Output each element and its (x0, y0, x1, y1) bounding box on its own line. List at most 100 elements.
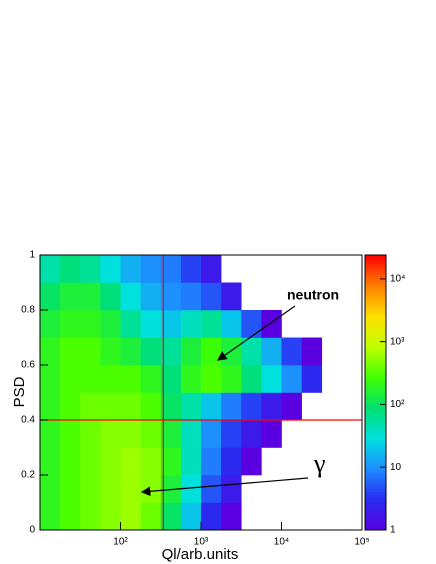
heatmap-cell (80, 255, 101, 283)
heatmap-cell (160, 475, 182, 503)
colorbar-segment (365, 362, 386, 366)
heatmap-cell (80, 282, 101, 311)
heatmap-cell (80, 392, 101, 421)
heatmap-cell (60, 420, 81, 448)
heatmap-cell (100, 310, 121, 338)
colorbar-segment (365, 356, 386, 360)
heatmap-cell (140, 255, 162, 283)
z-tick-label: 10⁴ (390, 274, 405, 285)
heatmap-cell (100, 502, 121, 531)
colorbar-segment (365, 354, 386, 358)
colorbar-segment (365, 392, 386, 396)
colorbar-segment (365, 268, 386, 272)
colorbar-segment (365, 499, 386, 503)
heatmap-cell (241, 447, 262, 476)
annotation: neutron (287, 287, 339, 303)
colorbar-segment (365, 312, 386, 316)
colorbar-segment (365, 282, 386, 286)
colorbar-segment (365, 477, 386, 481)
colorbar-segment (365, 384, 386, 388)
heatmap-cell (180, 502, 202, 531)
heatmap-cell (120, 447, 141, 476)
colorbar-segment (365, 348, 386, 352)
colorbar-segment (365, 488, 386, 492)
colorbar-segment (365, 370, 386, 374)
heatmap-cell (160, 392, 182, 421)
heatmap-cell (120, 392, 141, 421)
heatmap-cell (100, 337, 121, 366)
heatmap-cell (201, 392, 222, 421)
colorbar-segment (365, 323, 386, 327)
colorbar-segment (365, 411, 386, 415)
heatmap-cell (60, 447, 81, 476)
heatmap-cell (40, 392, 61, 421)
colorbar-segment (365, 387, 386, 391)
colorbar-segment (365, 472, 386, 476)
y-tick-label: 0.6 (21, 360, 35, 371)
heatmap-cell (201, 282, 222, 311)
colorbar-segment (365, 345, 386, 349)
colorbar-segment (365, 414, 386, 418)
colorbar-segment (365, 486, 386, 490)
heatmap-cell (140, 447, 162, 476)
heatmap-cell (241, 420, 262, 448)
heatmap-cell (160, 447, 182, 476)
heatmap-cell (80, 447, 101, 476)
heatmap-cell (261, 337, 282, 366)
colorbar-segment (365, 359, 386, 363)
colorbar-segment (365, 378, 386, 382)
colorbar-segment (365, 508, 386, 512)
colorbar-segment (365, 351, 386, 355)
z-tick-label: 10³ (390, 336, 405, 347)
heatmap-cell (140, 365, 162, 393)
colorbar-segment (365, 301, 386, 305)
heatmap-cell (40, 475, 61, 503)
colorbar-segment (365, 431, 386, 435)
z-tick-label: 10² (390, 399, 405, 410)
x-tick-label: 10⁴ (274, 537, 289, 548)
heatmap-cell (40, 310, 61, 338)
heatmap-cell (40, 365, 61, 393)
heatmap-cell (301, 365, 323, 393)
heatmap-cell (40, 282, 61, 311)
colorbar-segment (365, 304, 386, 308)
heatmap-cell (60, 337, 81, 366)
heatmap-cell (40, 337, 61, 366)
heatmap-cell (120, 310, 141, 338)
heatmap-cell (281, 392, 302, 421)
colorbar-segment (365, 343, 386, 347)
colorbar-segment (365, 321, 386, 325)
heatmap-cell (201, 337, 222, 366)
colorbar-segment (365, 271, 386, 275)
heatmap-cell (180, 420, 202, 448)
heatmap-cell (201, 310, 222, 338)
heatmap-cell (40, 502, 61, 531)
heatmap-cell (60, 392, 81, 421)
heatmap-cell (100, 255, 121, 283)
heatmap-cell (80, 502, 101, 531)
heatmap-cell (100, 282, 121, 311)
heatmap-cell (80, 365, 101, 393)
heatmap-cell (100, 447, 121, 476)
heatmap-cell (160, 502, 182, 531)
heatmap-cell (221, 282, 242, 311)
heatmap-cell (160, 282, 182, 311)
heatmap-cell (160, 255, 182, 283)
heatmap-cell (261, 420, 282, 448)
heatmap-cell (140, 475, 162, 503)
colorbar-segment (365, 263, 386, 267)
heatmap-cell (60, 365, 81, 393)
z-tick-label: 1 (390, 525, 396, 536)
colorbar-frame (364, 254, 387, 531)
colorbar-segment (365, 450, 386, 454)
colorbar-segment (365, 381, 386, 385)
heatmap-cell (120, 475, 141, 503)
heatmap-cell (160, 310, 182, 338)
heatmap-cell (60, 282, 81, 311)
heatmap-cell (60, 475, 81, 503)
heatmap-cell (221, 365, 242, 393)
colorbar-segment (365, 365, 386, 369)
heatmap-cell (281, 365, 302, 393)
y-tick-label: 0 (29, 525, 35, 536)
colorbar-segment (365, 373, 386, 377)
